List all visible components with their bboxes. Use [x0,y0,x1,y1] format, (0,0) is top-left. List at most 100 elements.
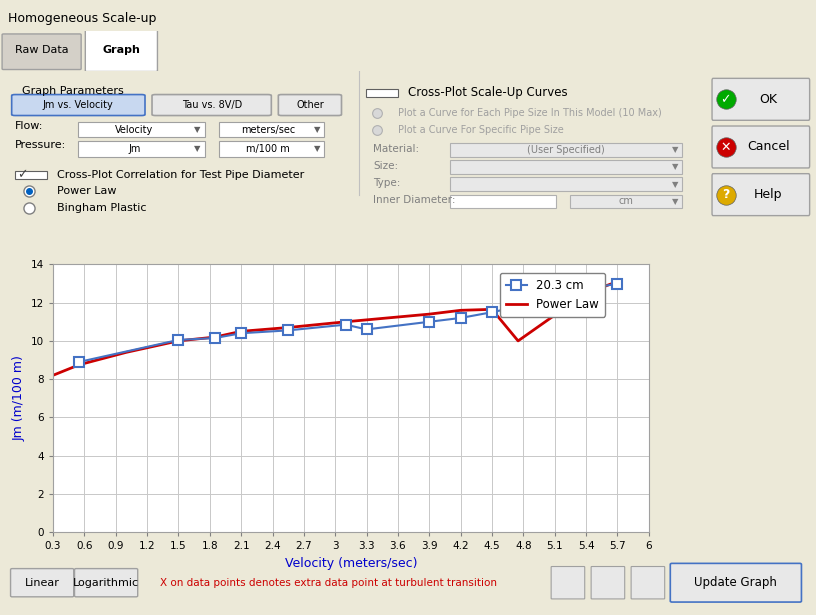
Text: Graph: Graph [103,45,140,55]
FancyBboxPatch shape [219,122,324,138]
Text: ▼: ▼ [672,197,678,206]
Power Law [613,278,623,285]
FancyBboxPatch shape [152,95,271,116]
20.3 cm [518,302,528,309]
Text: ▼: ▼ [194,125,201,134]
Text: Plot a Curve for Each Pipe Size In This Model (10 Max): Plot a Curve for Each Pipe Size In This … [397,108,662,117]
Text: m/100 m: m/100 m [246,144,290,154]
Text: Raw Data: Raw Data [15,45,69,55]
FancyBboxPatch shape [278,95,342,116]
20.3 cm [174,336,184,344]
FancyBboxPatch shape [450,195,556,208]
FancyBboxPatch shape [78,122,205,138]
Text: ▼: ▼ [672,162,678,172]
Text: meters/sec: meters/sec [241,125,295,135]
Text: ✕: ✕ [721,140,731,154]
Text: Plot a Curve For Specific Pipe Size: Plot a Curve For Specific Pipe Size [397,125,563,135]
FancyBboxPatch shape [2,34,81,69]
FancyBboxPatch shape [551,566,585,599]
Power Law [122,349,131,356]
Text: Velocity: Velocity [115,125,153,135]
FancyBboxPatch shape [712,126,809,168]
Text: Type:: Type: [373,178,401,188]
Text: ▼: ▼ [313,145,320,153]
Text: ?: ? [722,188,730,201]
20.3 cm [283,327,293,334]
FancyBboxPatch shape [11,95,145,116]
FancyBboxPatch shape [450,178,682,191]
Line: 20.3 cm: 20.3 cm [74,279,623,367]
FancyBboxPatch shape [219,141,324,157]
Power Law [513,337,523,344]
Text: Linear: Linear [24,577,60,588]
FancyBboxPatch shape [591,566,625,599]
Text: Graph Parameters: Graph Parameters [22,86,124,96]
Text: ▼: ▼ [313,125,320,134]
Legend: 20.3 cm, Power Law: 20.3 cm, Power Law [499,273,605,317]
FancyBboxPatch shape [712,78,809,121]
X-axis label: Velocity (meters/sec): Velocity (meters/sec) [285,557,417,569]
Power Law [48,371,58,379]
20.3 cm [550,298,560,306]
20.3 cm [581,285,591,293]
Text: ✓: ✓ [721,93,731,106]
20.3 cm [211,335,220,342]
Text: Help: Help [754,188,783,201]
Text: Flow:: Flow: [16,121,43,131]
Text: OK: OK [759,93,778,106]
Text: Material:: Material: [373,144,419,154]
20.3 cm [424,318,434,325]
Text: Size:: Size: [373,161,398,171]
Text: Tau vs. 8V/D: Tau vs. 8V/D [181,100,242,110]
Power Law [581,290,591,297]
Text: Power Law: Power Law [57,186,117,196]
20.3 cm [455,314,465,322]
Text: Cancel: Cancel [747,140,790,154]
20.3 cm [341,321,351,328]
Text: ▼: ▼ [672,180,678,189]
20.3 cm [74,358,84,365]
Text: Logarithmic: Logarithmic [73,577,140,588]
FancyBboxPatch shape [450,161,682,173]
FancyBboxPatch shape [86,30,157,71]
FancyBboxPatch shape [631,566,665,599]
Power Law [424,311,434,318]
Text: ▼: ▼ [194,145,201,153]
Text: ▼: ▼ [672,145,678,154]
Text: Jm: Jm [128,144,140,154]
Text: Bingham Plastic: Bingham Plastic [57,203,147,213]
Text: Update Graph: Update Graph [694,576,778,589]
FancyBboxPatch shape [11,569,73,597]
20.3 cm [237,330,246,337]
Power Law [237,328,246,335]
Text: Jm vs. Velocity: Jm vs. Velocity [43,100,113,110]
Text: X on data points denotes extra data point at turbulent transition: X on data points denotes extra data poin… [160,577,497,588]
Text: cm: cm [619,196,633,206]
Text: Pressure:: Pressure: [16,140,66,150]
FancyBboxPatch shape [712,173,809,216]
Text: X: X [514,277,522,288]
Power Law [361,316,371,323]
Text: (User Specified): (User Specified) [527,145,605,155]
Power Law [487,306,497,313]
Text: Cross-Plot Scale-Up Curves: Cross-Plot Scale-Up Curves [408,86,568,99]
Text: ✓: ✓ [17,168,28,181]
Power Law [74,361,84,368]
Power Law [283,324,293,331]
Line: Power Law: Power Law [53,282,618,375]
FancyBboxPatch shape [16,171,47,180]
Power Law [455,307,465,314]
FancyBboxPatch shape [570,195,682,208]
Y-axis label: Jm (m/100 m): Jm (m/100 m) [12,355,25,441]
FancyBboxPatch shape [450,143,682,157]
Text: Inner Diameter:: Inner Diameter: [373,196,455,205]
20.3 cm [361,326,371,333]
FancyBboxPatch shape [74,569,138,597]
Power Law [211,333,220,341]
Text: Other: Other [296,100,324,110]
FancyBboxPatch shape [78,141,205,157]
Power Law [174,337,184,344]
Text: Homogeneous Scale-up: Homogeneous Scale-up [8,12,157,25]
20.3 cm [613,280,623,287]
20.3 cm [487,309,497,316]
